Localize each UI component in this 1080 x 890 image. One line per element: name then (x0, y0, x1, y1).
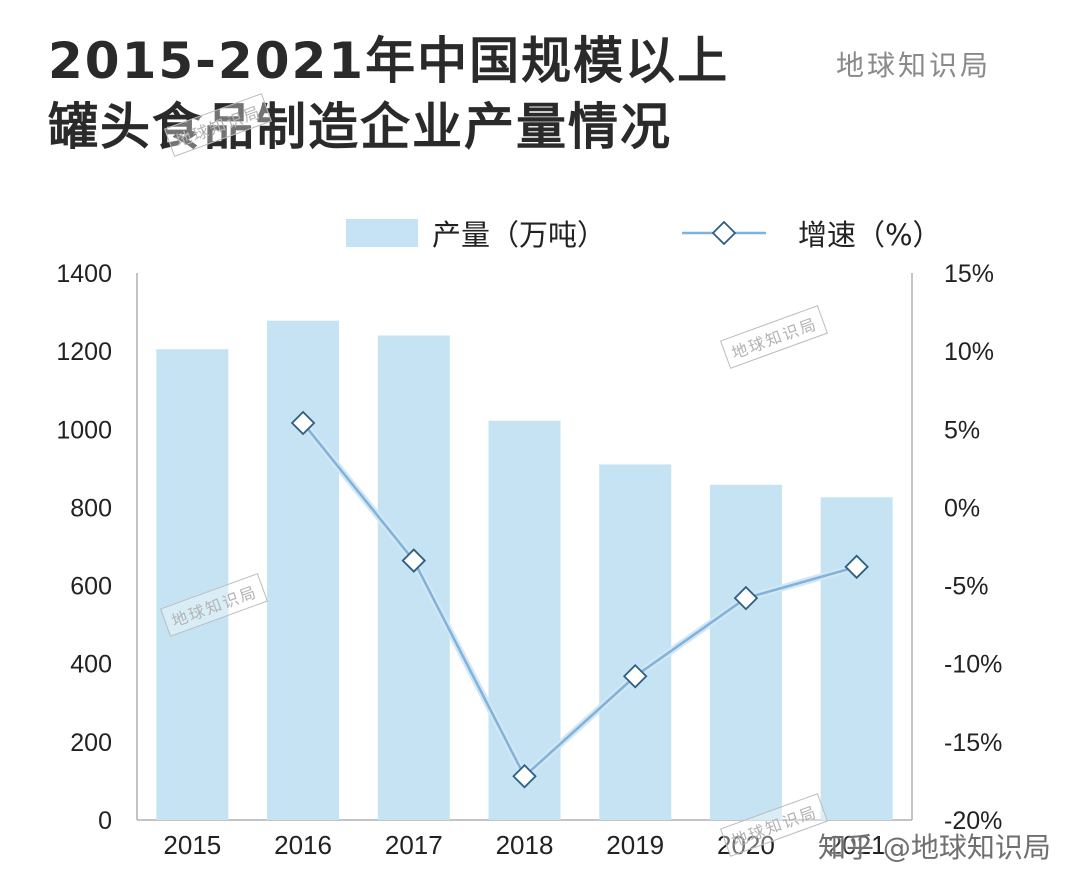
y-left-tick-label: 1200 (56, 338, 112, 366)
y-left-tick-label: 1000 (56, 416, 112, 444)
y-left-tick-label: 800 (70, 494, 112, 522)
bar-2015 (156, 349, 229, 820)
footer-credit: 知乎 @地球知识局 (818, 831, 1051, 864)
x-tick-label: 2016 (274, 830, 332, 860)
y-left-tick-label: 600 (70, 573, 112, 601)
growth-marker-2016 (290, 410, 316, 436)
y-right-tick-label: -20% (944, 807, 1002, 835)
x-tick-label: 2015 (163, 830, 221, 860)
y-right-tick-label: 15% (944, 260, 994, 288)
y-left-tick-label: 1400 (56, 260, 112, 288)
x-tick-label: 2020 (717, 830, 775, 860)
bar-2017 (377, 335, 450, 820)
y-left-tick-label: 200 (70, 729, 112, 757)
growth-line (302, 422, 857, 778)
growth-marker-2020 (733, 585, 759, 611)
bar-2021 (820, 497, 893, 820)
legend-marker-swatch (711, 220, 737, 246)
y-right-tick-label: 10% (944, 338, 994, 366)
y-right-tick-label: -15% (944, 729, 1002, 757)
growth-marker-2021 (844, 554, 869, 580)
bar-2016 (267, 320, 340, 820)
bar-2019 (599, 464, 672, 820)
growth-marker-2019 (622, 663, 648, 689)
y-left-tick-label: 0 (98, 807, 112, 835)
brand-label: 地球知识局 (836, 49, 992, 82)
legend-bar-label: 产量（万吨） (432, 218, 606, 252)
x-tick-label: 2017 (385, 830, 443, 860)
y-left-tick-label: 400 (70, 651, 112, 679)
title-line-1: 2015-2021年中国规模以上 (48, 32, 730, 90)
chart-title: 2015-2021年中国规模以上 罐头食品制造企业产量情况 (48, 28, 729, 160)
y-right-tick-label: 0% (944, 494, 980, 522)
y-right-tick-label: -10% (944, 651, 1002, 679)
growth-marker-2018 (512, 763, 537, 789)
growth-marker-2017 (401, 548, 427, 573)
x-tick-label: 2018 (496, 830, 554, 860)
y-right-tick-label: 5% (944, 416, 980, 444)
y-right-tick-label: -5% (944, 573, 988, 601)
x-tick-label: 2019 (606, 830, 664, 860)
bar-2020 (709, 484, 782, 820)
legend-line-label: 增速（%） (798, 218, 942, 252)
title-line-2: 罐头食品制造企业产量情况 (48, 98, 672, 156)
legend-bar-swatch (346, 219, 418, 247)
x-tick-label: 2021 (828, 830, 886, 860)
bar-2018 (488, 420, 561, 820)
